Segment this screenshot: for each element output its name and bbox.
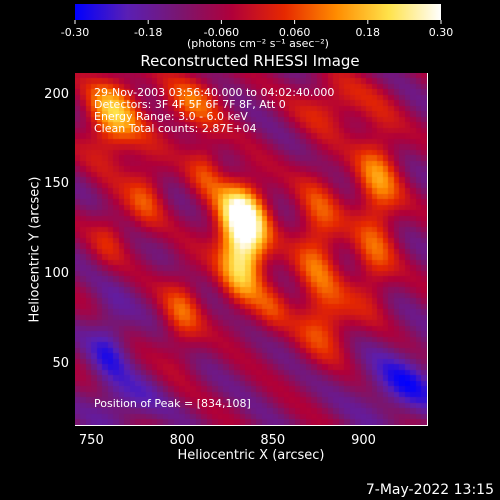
colorbar-tick-label: -0.060: [203, 26, 240, 39]
info-energy-range: Energy Range: 3.0 - 6.0 keV: [94, 110, 248, 123]
colorbar-tick-label: -0.18: [133, 26, 163, 39]
colorbar-tick-label: 0.30: [428, 26, 454, 39]
info-detectors: Detectors: 3F 4F 5F 6F 7F 8F, Att 0: [94, 98, 286, 111]
y-axis-label: Heliocentric Y (arcsec): [27, 176, 43, 323]
footer-timestamp: 7-May-2022 13:15: [365, 482, 494, 498]
chart-title: Reconstructed RHESSI Image: [140, 52, 360, 70]
heatmap-image: [75, 73, 427, 425]
colorbar-tick-label: 0.060: [278, 26, 311, 39]
x-axis-label: Heliocentric X (arcsec): [177, 448, 325, 463]
x-tick-label: 750: [78, 433, 104, 448]
y-tick-label: 100: [44, 266, 69, 282]
colorbar-ticks: [74, 20, 442, 24]
info-counts: Clean Total counts: 2.87E+04: [94, 122, 257, 135]
x-tick-label: 900: [351, 433, 376, 448]
peak-position-label: Position of Peak = [834,108]: [94, 397, 251, 410]
colorbar-tick-label: 0.18: [355, 26, 381, 39]
info-time-range: 29-Nov-2003 03:56:40.000 to 04:02:40.000: [94, 86, 335, 99]
y-tick-label: 200: [44, 86, 69, 102]
colorbar-unit-label: (photons cm⁻² s⁻¹ asec⁻²): [187, 37, 329, 50]
x-tick-label: 850: [260, 433, 286, 448]
colorbar-tick-label: -0.30: [60, 26, 90, 39]
y-tick-label: 50: [52, 355, 69, 371]
colorbar-strip: [75, 4, 441, 20]
x-tick-label: 800: [169, 433, 195, 448]
y-tick-label: 150: [44, 176, 69, 192]
